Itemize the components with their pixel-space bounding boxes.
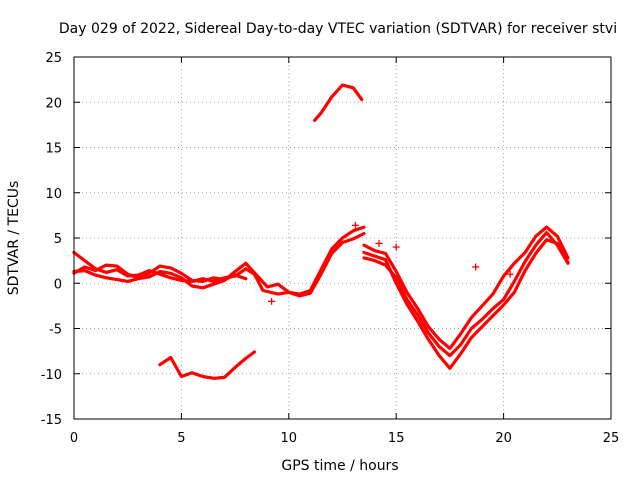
series-track-3 bbox=[72, 263, 248, 283]
x-tick-label: 5 bbox=[177, 431, 185, 446]
data-point-marker bbox=[351, 221, 359, 229]
data-markers bbox=[268, 221, 514, 305]
x-tick-label: 25 bbox=[603, 431, 620, 446]
y-tick-label: 0 bbox=[54, 277, 62, 292]
data-point-marker bbox=[506, 270, 514, 278]
y-tick-label: 10 bbox=[45, 187, 62, 202]
data-series bbox=[72, 83, 570, 380]
y-tick-label: -10 bbox=[41, 368, 62, 383]
series-track-7 bbox=[158, 350, 256, 380]
x-axis-label: GPS time / hours bbox=[281, 458, 398, 474]
y-tick-label: 5 bbox=[54, 232, 62, 247]
data-point-marker bbox=[375, 239, 383, 247]
series-track-4 bbox=[362, 231, 570, 358]
y-tick-label: 20 bbox=[45, 96, 62, 111]
x-tick-label: 20 bbox=[495, 431, 512, 446]
series-track-8 bbox=[313, 83, 364, 123]
data-point-marker bbox=[472, 263, 480, 271]
axis-ticks: 0 5 10 15 20 25 25 20 15 10 5 0 -5 -10 -15 bbox=[41, 51, 620, 446]
x-tick-label: 10 bbox=[281, 431, 298, 446]
series-track-6 bbox=[362, 238, 570, 370]
series-track-2 bbox=[72, 231, 366, 298]
x-tick-label: 15 bbox=[388, 431, 405, 446]
x-tick-label: 0 bbox=[70, 431, 78, 446]
y-tick-label: 15 bbox=[45, 142, 62, 157]
y-tick-label: -5 bbox=[49, 323, 62, 338]
chart-title: Day 029 of 2022, Sidereal Day-to-day VTE… bbox=[59, 21, 617, 37]
data-point-marker bbox=[268, 297, 276, 305]
y-tick-label: 25 bbox=[45, 51, 62, 66]
series-track-1 bbox=[72, 225, 366, 296]
data-point-marker bbox=[392, 243, 400, 251]
series-track-5 bbox=[362, 225, 570, 350]
y-axis-label: SDTVAR / TECUs bbox=[6, 181, 22, 296]
y-tick-label: -15 bbox=[41, 413, 62, 428]
